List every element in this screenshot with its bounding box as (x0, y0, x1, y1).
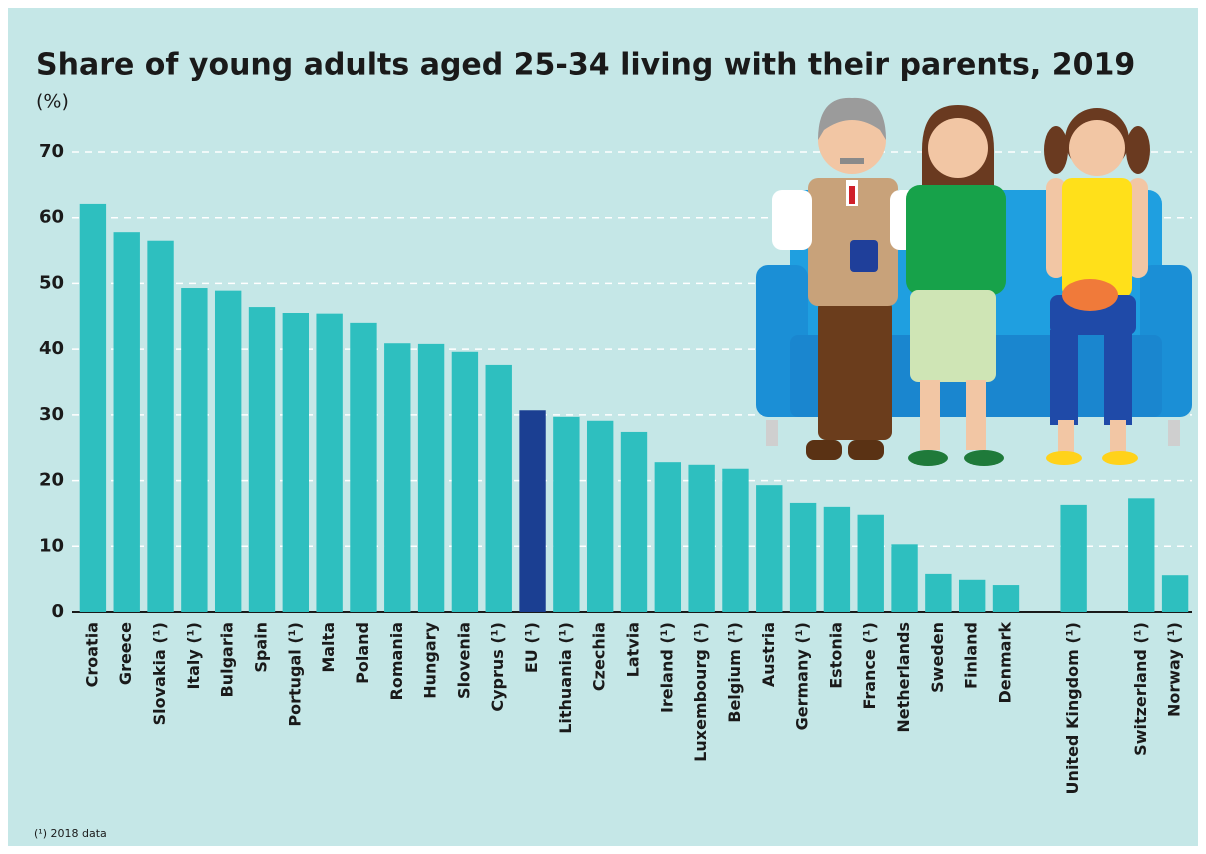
x-tick-label: Poland (353, 622, 372, 684)
bar (958, 579, 986, 612)
chart-subtitle: (%) (36, 91, 69, 113)
y-tick-label: 10 (39, 535, 64, 556)
x-tick-label: Romania (387, 622, 406, 700)
x-tick-label: Bulgaria (218, 622, 237, 698)
bar (586, 420, 614, 612)
x-tick-label: Croatia (82, 622, 101, 687)
x-tick-label: Sweden (928, 622, 947, 693)
x-tick-label: Malta (319, 622, 338, 673)
y-tick-label: 30 (39, 404, 64, 425)
x-tick-label: Spain (252, 622, 271, 673)
x-tick-label: Germany (¹) (793, 622, 812, 730)
x-tick-label: Portugal (¹) (285, 622, 304, 727)
x-tick-label: Latvia (624, 622, 643, 677)
y-tick-label: 20 (39, 470, 64, 491)
x-tick-label: Belgium (¹) (725, 622, 744, 723)
bar (485, 364, 512, 612)
bar (823, 506, 851, 612)
plot-area: 0 10 20 30 40 50 60 70 Croatia Greece Slovakia (¹)… (39, 141, 1192, 794)
bar (722, 468, 749, 612)
y-tick-label: 40 (39, 338, 64, 359)
bar (79, 203, 107, 612)
footnote: (¹) 2018 data (34, 827, 107, 840)
x-tick-label: Finland (962, 622, 981, 689)
x-tick-label: EU (¹) (522, 622, 541, 673)
bar (451, 351, 479, 612)
bar (214, 290, 242, 612)
x-tick-label: France (¹) (860, 622, 879, 710)
bar (992, 585, 1020, 612)
y-tick-label: 60 (39, 207, 64, 228)
x-tick-label: Hungary (421, 621, 440, 698)
bar (417, 343, 445, 612)
illustration (756, 97, 1192, 466)
bar (553, 416, 580, 612)
bar (891, 544, 918, 612)
bar (248, 307, 276, 612)
x-tick-label: Estonia (826, 622, 845, 689)
x-tick-label: Lithuania (¹) (556, 622, 575, 734)
x-tick-label: Cyprus (¹) (488, 622, 507, 712)
bar (857, 514, 884, 612)
bar (519, 410, 546, 612)
x-tick-label: Norway (¹) (1165, 622, 1184, 717)
bar (147, 240, 174, 612)
bar (316, 313, 343, 612)
x-tick-label: Greece (116, 622, 135, 685)
bar (654, 462, 682, 612)
y-tick-label: 70 (39, 141, 64, 162)
x-tick-label: Czechia (590, 622, 609, 691)
y-tick-label: 0 (51, 601, 64, 622)
bar (113, 232, 140, 612)
bar (282, 313, 310, 612)
x-tick-label: Switzerland (¹) (1131, 622, 1150, 756)
bar (1128, 498, 1155, 612)
bar (1161, 575, 1189, 612)
bar (620, 431, 648, 612)
x-tick-label: Austria (759, 622, 778, 687)
x-tick-label: Denmark (996, 622, 1015, 704)
bar (756, 485, 783, 612)
bar (789, 502, 817, 612)
bar (181, 288, 208, 612)
bar (1060, 504, 1087, 612)
x-tick-label: Netherlands (894, 622, 913, 733)
x-tick-label: Italy (¹) (184, 622, 203, 690)
x-tick-label: Slovakia (¹) (150, 622, 169, 725)
chart-title: Share of young adults aged 25-34 living … (36, 48, 1135, 83)
bar (350, 322, 377, 612)
bar (925, 573, 952, 612)
bar (688, 464, 715, 612)
bar (384, 343, 411, 612)
x-tick-label: Ireland (¹) (657, 622, 676, 713)
y-tick-label: 50 (39, 272, 64, 293)
x-tick-label: Slovenia (454, 622, 473, 699)
x-tick-label: Luxembourg (¹) (691, 622, 710, 762)
x-tick-label: United Kingdom (¹) (1063, 622, 1082, 794)
